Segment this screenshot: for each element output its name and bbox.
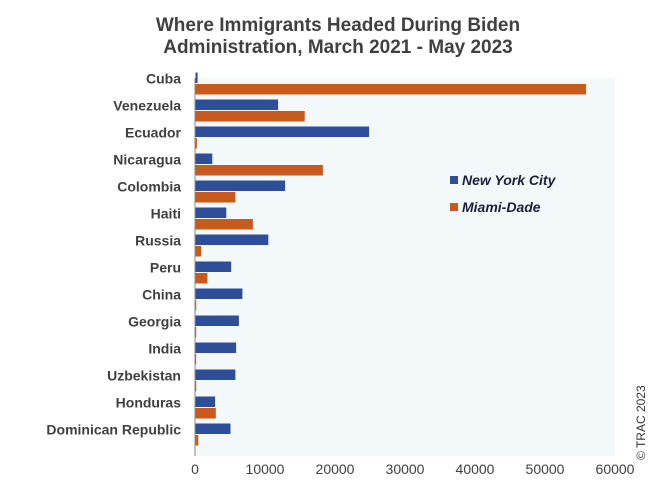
plot-area [195,78,615,456]
bar-new-york-city-peru [195,261,232,272]
bar-new-york-city-india [195,342,237,353]
bar-new-york-city-nicaragua [195,153,213,164]
bar-miami-dade-dominican-republic [195,435,199,446]
bar-miami-dade-nicaragua [195,165,323,176]
legend: New York City Miami-Dade [450,172,557,215]
bar-miami-dade-georgia [195,327,197,338]
bar-new-york-city-uzbekistan [195,369,236,380]
bar-miami-dade-colombia [195,192,236,203]
x-tick-label-0: 0 [191,461,199,477]
bar-miami-dade-ecuador [195,138,197,149]
bars-group [195,72,587,446]
legend-label-new-york-city: New York City [462,172,557,188]
bar-miami-dade-peru [195,273,208,284]
bar-new-york-city-haiti [195,207,227,218]
category-label-georgia: Georgia [128,314,181,330]
category-label-cuba: Cuba [146,71,181,87]
x-tick-label-60000: 60000 [596,461,635,477]
category-label-peru: Peru [150,260,181,276]
x-axis-ticks: 0 10000 20000 30000 40000 50000 60000 [191,461,635,477]
legend-label-miami-dade: Miami-Dade [462,199,541,215]
bar-new-york-city-georgia [195,315,239,326]
bar-miami-dade-cuba [195,84,587,95]
legend-swatch-new-york-city [450,176,458,184]
bar-miami-dade-russia [195,246,202,257]
category-label-dominican-republic: Dominican Republic [46,422,181,438]
category-label-haiti: Haiti [151,206,181,222]
bar-new-york-city-dominican-republic [195,423,231,434]
bar-new-york-city-china [195,288,243,299]
bar-new-york-city-honduras [195,396,216,407]
category-labels: Cuba Venezuela Ecuador Nicaragua Colombia Hai… [46,71,181,438]
chart-title-line-1: Where Immigrants Headed During Biden [156,15,520,36]
bar-miami-dade-haiti [195,219,253,230]
category-label-india: India [148,341,181,357]
bar-miami-dade-uzbekistan [195,381,197,392]
bar-miami-dade-china [195,300,197,311]
bar-new-york-city-venezuela [195,99,279,110]
category-label-china: China [142,287,181,303]
bar-new-york-city-cuba [195,72,198,83]
bar-miami-dade-india [195,354,197,365]
legend-swatch-miami-dade [450,203,458,211]
bar-new-york-city-ecuador [195,126,370,137]
bar-new-york-city-russia [195,234,269,245]
x-tick-label-30000: 30000 [386,461,425,477]
category-label-colombia: Colombia [117,179,181,195]
category-label-nicaragua: Nicaragua [113,152,181,168]
category-label-venezuela: Venezuela [113,98,181,114]
credit-text: © TRAC 2023 [634,385,648,460]
category-label-russia: Russia [135,233,181,249]
x-tick-label-40000: 40000 [456,461,495,477]
x-tick-label-20000: 20000 [316,461,355,477]
category-label-ecuador: Ecuador [125,125,182,141]
x-tick-label-10000: 10000 [246,461,285,477]
category-label-uzbekistan: Uzbekistan [107,368,181,384]
bar-miami-dade-venezuela [195,111,305,122]
chart-title-line-2: Administration, March 2021 - May 2023 [163,37,513,58]
bar-new-york-city-colombia [195,180,286,191]
x-tick-label-50000: 50000 [526,461,565,477]
category-label-honduras: Honduras [116,395,182,411]
bar-miami-dade-honduras [195,408,216,419]
